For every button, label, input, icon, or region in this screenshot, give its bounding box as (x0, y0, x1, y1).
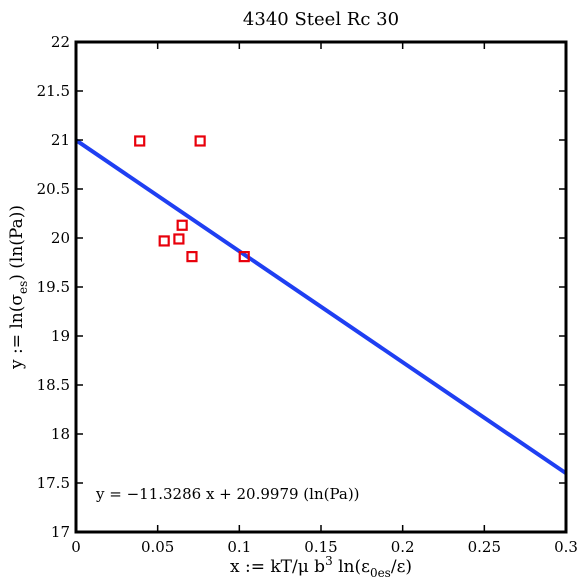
data-point (186, 251, 198, 263)
fit-line (74, 138, 568, 475)
plot-frame (74, 40, 568, 534)
data-point (173, 233, 185, 245)
y-tick-label: 19.5 (37, 278, 70, 296)
y-tick-label: 18.5 (37, 376, 70, 394)
chart-title: 4340 Steel Rc 30 (243, 9, 399, 30)
x-tick-label: 0.2 (391, 538, 415, 556)
y-tick-label: 17 (51, 523, 70, 541)
x-tick-label: 0 (71, 538, 81, 556)
data-point (176, 219, 188, 231)
x-tick-label: 0.3 (554, 538, 578, 556)
y-tick-label: 21.5 (37, 82, 70, 100)
x-tick-label: 0.25 (468, 538, 501, 556)
y-tick-label: 20 (51, 229, 70, 247)
x-axis-label: x := kT/μ b3 ln(ε0es/ε) (230, 554, 412, 580)
y-tick-label: 17.5 (37, 474, 70, 492)
fit-equation-annotation: y = −11.3286 x + 20.9979 (ln(Pa)) (95, 485, 360, 503)
y-tick-label: 19 (51, 327, 70, 345)
y-tick-label: 20.5 (37, 180, 70, 198)
x-tick-label: 0.15 (304, 538, 337, 556)
data-point (158, 235, 170, 247)
data-point (134, 135, 146, 147)
x-tick-label: 0.05 (141, 538, 174, 556)
x-tick-label: 0.1 (227, 538, 251, 556)
y-tick-label: 18 (51, 425, 70, 443)
y-tick-label: 21 (51, 131, 70, 149)
y-tick-label: 22 (51, 33, 70, 51)
axes: 0 0.05 0.1 0.15 0.2 0.25 0.3 17 17.5 18 18.5 19 19.5… (37, 33, 578, 556)
data-point (194, 135, 206, 147)
plot-area (74, 135, 568, 475)
data-point (238, 251, 250, 263)
y-axis-label: y := ln(σes) (ln(Pa)) (7, 205, 30, 370)
